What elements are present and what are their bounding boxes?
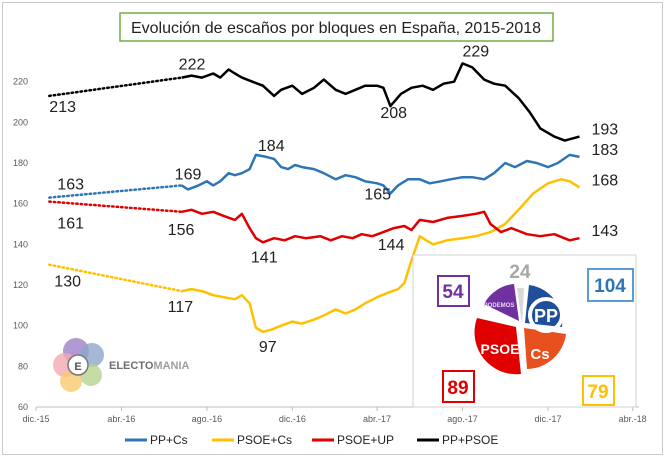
x-tick-label: abr.-16 [107, 414, 135, 424]
data-label: 184 [258, 138, 285, 155]
series-projection-pp-psoe [48, 76, 183, 98]
seat-box-cs [582, 375, 615, 406]
cs-logo-text: Cs [530, 346, 549, 363]
data-label: 163 [57, 177, 84, 194]
data-label: 130 [54, 274, 81, 291]
data-label: 193 [591, 122, 618, 139]
seat-value-up: 24 [509, 262, 531, 283]
pie-slice-podemos [484, 284, 519, 321]
title-box [119, 12, 554, 42]
y-axis: 60 80 100 120 140 160 180 200 220 [13, 77, 28, 412]
chart-title: Evolución de escaños por bloques en Espa… [131, 20, 541, 37]
series-layer [48, 62, 581, 334]
data-label: 143 [591, 223, 618, 240]
legend-label-psoe-cs: PSOE+Cs [237, 433, 292, 447]
pie-slice-up [517, 287, 524, 325]
line-chart: Evolución de escaños por bloques en Espa… [13, 12, 647, 447]
x-tick-label: ago.-17 [447, 414, 478, 424]
data-label: 168 [591, 172, 618, 189]
pie-slice-pp [525, 285, 563, 327]
data-label: 161 [57, 216, 84, 233]
series-line-psoe-cs [181, 178, 581, 334]
legend: PP+Cs PSOE+Cs PSOE+UP PP+PSOE [125, 433, 498, 447]
seat-box-podemos [437, 275, 470, 307]
series-line-pp-cs [181, 153, 580, 195]
x-tick-label: abr.-18 [619, 414, 647, 424]
series-line-pp-psoe [181, 62, 580, 142]
data-label: 169 [175, 166, 202, 183]
logo-text-b: MANIA [153, 360, 189, 372]
legend-label-psoe-up: PSOE+UP [337, 433, 394, 447]
data-label: 213 [49, 99, 76, 116]
seats-pie: PP PSOE Cs PODEMOS [474, 284, 566, 375]
legend-label-pp-cs: PP+Cs [150, 433, 188, 447]
x-tick-label: dic.-17 [534, 414, 561, 424]
x-tick-label: abr.-17 [363, 414, 391, 424]
data-label: 156 [168, 222, 195, 239]
psoe-logo-text: PSOE [481, 341, 520, 357]
x-axis: dic.-15 abr.-16 ago.-16 dic.-16 abr.-17 ago.-… [22, 407, 647, 424]
pie-slice-cs [524, 328, 566, 369]
x-tick-label: dic.-16 [279, 414, 306, 424]
seat-value-podemos: 54 [442, 282, 464, 303]
x-tick-label: ago.-16 [192, 414, 223, 424]
y-tick-label: 220 [13, 77, 28, 87]
pie-slice-psoe [474, 318, 521, 375]
seat-box-pp [587, 268, 634, 302]
y-tick-label: 160 [13, 199, 28, 209]
data-label: 165 [364, 187, 391, 204]
data-label: 97 [259, 339, 277, 356]
y-tick-label: 180 [13, 158, 28, 168]
y-tick-label: 120 [13, 280, 28, 290]
data-label: 141 [251, 249, 278, 266]
series-projection-pp-cs [48, 184, 183, 199]
seat-value-cs: 79 [587, 382, 608, 403]
y-tick-label: 200 [13, 117, 28, 127]
x-tick-label: dic.-15 [22, 414, 49, 424]
y-tick-label: 100 [13, 321, 28, 331]
series-projection-psoe-up [48, 200, 183, 214]
data-label: 229 [463, 43, 490, 60]
electomania-logo: E ELECTOMANIA [53, 338, 190, 392]
logo-center [67, 354, 89, 376]
data-label: 144 [378, 237, 405, 254]
y-tick-label: 80 [18, 361, 28, 371]
data-label: 183 [591, 142, 618, 159]
pp-logo-ring [528, 297, 564, 333]
series-projection-psoe-cs [48, 263, 183, 293]
logo-letter: E [74, 361, 81, 373]
series-line-psoe-up [181, 208, 580, 244]
logo-text-a: ELECTO [109, 360, 154, 372]
chart-frame: Evolución de escaños por bloques en Espa… [2, 2, 663, 455]
data-labels: 213 222 229 208 193 163 184 169 165 183 168 161 156 1… [49, 43, 618, 355]
data-label: 222 [179, 57, 206, 74]
seats-inset: PP PSOE Cs PODEMOS 54 24 104 89 79 [412, 254, 637, 408]
logo-text: ELECTOMANIA [109, 360, 190, 372]
podemos-logo-text: PODEMOS [484, 303, 515, 309]
y-tick-label: 60 [18, 402, 28, 412]
pp-logo-text: PP [534, 306, 558, 326]
data-label: 117 [168, 299, 194, 316]
legend-label-pp-psoe: PP+PSOE [442, 433, 498, 447]
seat-value-psoe: 89 [447, 378, 468, 399]
seat-box-psoe [442, 370, 475, 403]
data-label: 208 [380, 105, 407, 122]
seat-value-pp: 104 [594, 276, 626, 297]
y-tick-label: 140 [13, 239, 28, 249]
